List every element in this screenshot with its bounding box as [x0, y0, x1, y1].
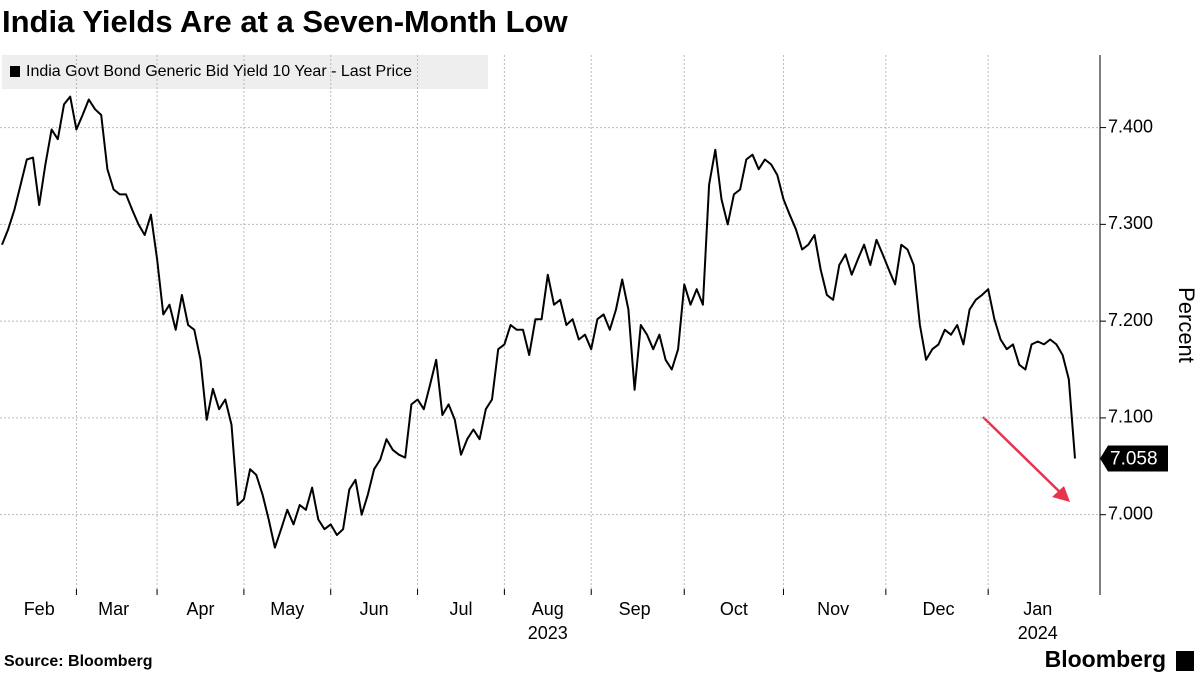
- x-tick-label: Nov: [817, 599, 849, 619]
- x-tick-label: Aug: [532, 599, 564, 619]
- x-group-label: 2023: [528, 623, 568, 643]
- legend-box: [2, 55, 488, 89]
- y-tick-label: 7.100: [1108, 407, 1153, 427]
- y-axis-label: Percent: [1174, 287, 1199, 363]
- x-tick-label: Mar: [98, 599, 129, 619]
- last-value-label: 7.058: [1110, 449, 1158, 470]
- line-series: [1, 95, 1076, 549]
- legend-label: India Govt Bond Generic Bid Yield 10 Yea…: [26, 63, 412, 80]
- y-tick-label: 7.000: [1108, 503, 1153, 523]
- x-tick-label: Sep: [619, 599, 651, 619]
- chart-title: India Yields Are at a Seven-Month Low: [2, 4, 568, 39]
- x-tick-label: Jun: [360, 599, 389, 619]
- y-tick-label: 7.200: [1108, 310, 1153, 330]
- x-tick-label: Dec: [923, 599, 955, 619]
- x-tick-label: Jul: [449, 599, 472, 619]
- brand-icon: [1176, 651, 1194, 671]
- x-tick-label: Apr: [186, 599, 214, 619]
- annotation-arrowhead: [1052, 486, 1070, 502]
- legend-swatch: [10, 66, 20, 77]
- annotation-arrow: [982, 416, 1069, 501]
- source: Source: Bloomberg: [4, 653, 152, 670]
- x-tick-label: Oct: [720, 599, 748, 619]
- y-tick-label: 7.300: [1108, 213, 1153, 233]
- x-tick-label: Feb: [24, 599, 55, 619]
- x-tick-label: Jan: [1023, 599, 1052, 619]
- x-group-label: 2024: [1018, 623, 1058, 643]
- y-tick-label: 7.400: [1108, 116, 1153, 136]
- x-tick-label: May: [270, 599, 304, 619]
- last-value-tag: [1100, 445, 1168, 472]
- brand: Bloomberg: [1045, 646, 1166, 672]
